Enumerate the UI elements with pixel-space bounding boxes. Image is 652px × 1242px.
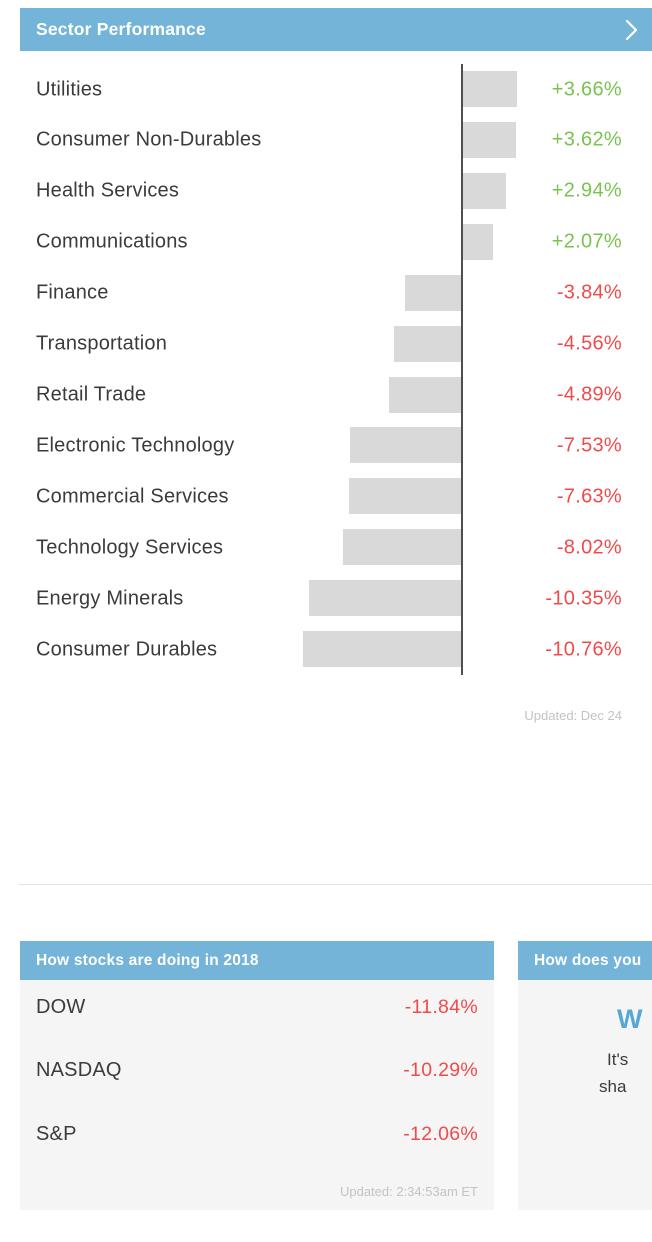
sector-performance-title: Sector Performance	[36, 19, 206, 39]
stocks-updated-timestamp: Updated: 2:34:53am ET	[339, 1184, 478, 1199]
sector-name: Energy Minerals	[36, 587, 184, 610]
portfolio-header[interactable]: How does you	[518, 941, 652, 980]
stock-index-row: DOW -11.84%	[36, 992, 478, 1022]
stock-index-row: S&P -12.06%	[36, 1119, 478, 1149]
sector-change-value: -10.35%	[545, 587, 622, 610]
sector-name: Electronic Technology	[36, 434, 235, 457]
sector-change-value: -4.89%	[556, 383, 622, 406]
portfolio-body: W It's sha	[518, 980, 652, 1210]
sector-bar	[389, 376, 461, 413]
sector-row: Electronic Technology -7.53%	[20, 420, 652, 471]
sector-change-value: -7.53%	[556, 434, 622, 457]
sector-bar	[349, 478, 461, 515]
stock-index-name: S&P	[36, 1122, 77, 1145]
sector-row: Consumer Durables -10.76%	[20, 624, 652, 675]
sector-row: Consumer Non-Durables +3.62%	[20, 115, 652, 166]
sector-name: Finance	[36, 281, 109, 304]
sector-name: Consumer Durables	[36, 638, 218, 661]
stocks-2018-title: How stocks are doing in 2018	[36, 951, 259, 969]
chart-zero-axis	[461, 64, 463, 675]
sector-bar	[394, 325, 461, 362]
stock-index-change: -11.84%	[404, 995, 478, 1018]
sector-change-value: -7.63%	[556, 485, 622, 508]
portfolio-title: How does you	[534, 951, 642, 969]
sector-bar	[309, 580, 461, 617]
sector-name: Commercial Services	[36, 485, 229, 508]
sector-change-value: -8.02%	[556, 536, 622, 559]
sector-bar	[405, 274, 461, 311]
sector-change-value: +2.94%	[551, 179, 622, 202]
stock-index-name: DOW	[36, 995, 86, 1018]
sector-row: Technology Services -8.02%	[20, 522, 652, 573]
sector-change-value: +2.07%	[551, 230, 622, 253]
stock-index-change: -12.06%	[403, 1122, 478, 1145]
sector-row: Finance -3.84%	[20, 268, 652, 319]
sector-change-value: +3.66%	[551, 78, 622, 100]
sector-name: Retail Trade	[36, 383, 147, 406]
stocks-2018-card: How stocks are doing in 2018 S&P -12.06% N…	[20, 941, 494, 1210]
stock-index-change: -10.29%	[403, 1059, 478, 1081]
sector-change-value: +3.62%	[551, 128, 622, 151]
sector-name: Utilities	[36, 78, 103, 100]
sector-change-value: -10.76%	[545, 638, 622, 661]
sector-bar	[303, 631, 461, 668]
sector-row: Communications +2.07%	[20, 217, 652, 268]
portfolio-card: How does you W It's sha	[518, 941, 652, 1210]
stock-index-name: NASDAQ	[36, 1059, 122, 1081]
chevron-right-icon[interactable]	[625, 19, 638, 41]
sector-updated-timestamp: Updated: Dec 24	[524, 708, 622, 723]
section-divider	[18, 884, 652, 885]
sector-name: Technology Services	[36, 536, 224, 559]
portfolio-text-line1: It's	[607, 1050, 629, 1069]
sector-row: Utilities +3.66%	[20, 64, 652, 115]
sector-name: Transportation	[36, 332, 168, 355]
stock-index-row: NASDAQ -10.29%	[36, 1056, 478, 1086]
sector-bar	[343, 529, 461, 566]
sector-row: Health Services +2.94%	[20, 166, 652, 217]
sector-bar-chart: Utilities +3.66% Consumer Non-Durables +3.6…	[20, 51, 652, 684]
sector-row: Energy Minerals -10.35%	[20, 573, 652, 624]
sector-change-value: -4.56%	[556, 332, 622, 355]
portfolio-text-line2: sha	[599, 1077, 627, 1096]
portfolio-headline-fragment: W	[617, 1004, 643, 1034]
sector-name: Consumer Non-Durables	[36, 128, 262, 151]
sector-change-value: -3.84%	[556, 281, 622, 304]
sector-bar	[463, 121, 516, 158]
sector-bar	[463, 223, 493, 260]
sector-bar	[463, 71, 517, 107]
sector-bar	[463, 172, 506, 209]
sector-performance-header[interactable]: Sector Performance	[20, 8, 652, 51]
sector-performance-card: Sector Performance Utilities +3.66% Consum…	[20, 8, 652, 732]
sector-row: Retail Trade -4.89%	[20, 370, 652, 421]
stocks-2018-header[interactable]: How stocks are doing in 2018	[20, 941, 494, 980]
sector-row: Commercial Services -7.63%	[20, 471, 652, 522]
sector-name: Health Services	[36, 179, 180, 202]
sector-name: Communications	[36, 230, 188, 253]
sector-row: Transportation -4.56%	[20, 319, 652, 370]
stocks-2018-body: S&P -12.06% NASDAQ -10.29% DOW -11.84% Update…	[20, 980, 494, 1210]
sector-bar	[350, 427, 461, 464]
